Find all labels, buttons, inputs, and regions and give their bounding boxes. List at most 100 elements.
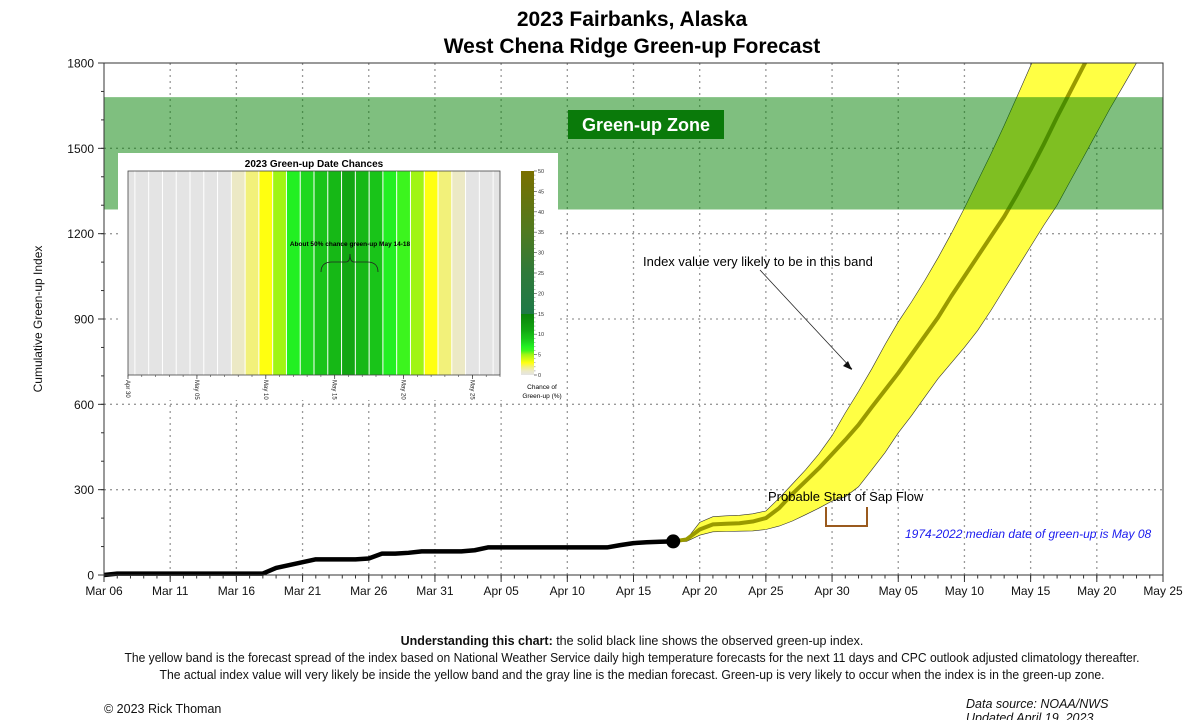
inset-day-bar: [135, 171, 149, 375]
inset-green-up-date-chances: 2023 Green-up Date Chances Apr 30 May 05 M…: [118, 153, 562, 400]
chart-title-line-2: West Chena Ridge Green-up Forecast: [444, 35, 821, 58]
footer-line-3: The actual index value will very likely …: [160, 668, 1105, 682]
inset-day-bar: [342, 171, 355, 375]
x-tick-label: Mar 11: [152, 584, 189, 598]
inset-day-bar: [479, 171, 493, 375]
inset-day-bar: [273, 171, 286, 375]
y-axis-label: Cumulative Green-up Index: [31, 246, 45, 393]
inset-x-tick-label: May 15: [331, 380, 337, 400]
x-tick-label: May 15: [1011, 584, 1051, 598]
data-source: Data source: NOAA/NWS: [966, 697, 1109, 711]
x-tick-label: May 10: [945, 584, 985, 598]
colorbar-tick-label: 10: [538, 332, 544, 338]
inset-day-bar: [438, 171, 452, 375]
colorbar-axis: 0 5 10 15 20 25 30 35 40 45 50: [534, 169, 544, 379]
x-tick-label: May 20: [1077, 584, 1117, 598]
inset-x-tick-label: May 25: [468, 380, 474, 400]
inset-day-bar: [190, 171, 204, 375]
inset-x-tick-label: May 20: [400, 380, 406, 400]
x-tick-label: May 25: [1143, 584, 1183, 598]
colorbar-tick-label: 15: [538, 312, 544, 318]
footer-line-1-text: the solid black line shows the observed …: [553, 634, 864, 648]
updated-date: Updated April 19, 2023: [966, 711, 1093, 720]
x-tick-label: Mar 16: [218, 584, 256, 598]
inset-day-bar: [314, 171, 328, 375]
inset-frame: [127, 170, 501, 376]
inset-day-bar: [128, 171, 135, 375]
inset-title: 2023 Green-up Date Chances: [245, 159, 384, 170]
inset-day-bar: [383, 171, 397, 375]
x-tick-label: Apr 05: [483, 584, 519, 598]
inset-day-bar: [231, 171, 245, 375]
inset-x-tick-label: Apr 30: [124, 380, 130, 398]
x-tick-label: Apr 15: [616, 584, 652, 598]
x-tick-label: May 05: [879, 584, 919, 598]
inset-day-bar: [493, 171, 500, 375]
x-tick-label: Apr 30: [814, 584, 850, 598]
y-tick-label: 1500: [67, 142, 94, 156]
inset-day-bar: [162, 171, 176, 375]
axes: Mar 06 Mar 11 Mar 16 Mar 21 Mar 26 Mar 31 Apr …: [67, 57, 1183, 599]
copyright: © 2023 Rick Thoman: [104, 702, 221, 716]
x-tick-label: Apr 25: [748, 584, 784, 598]
colorbar-tick-label: 45: [538, 189, 544, 195]
footer-line-2: The yellow band is the forecast spread o…: [125, 651, 1140, 665]
inset-day-bar: [300, 171, 314, 375]
inset-day-bar: [328, 171, 342, 375]
inset-x-tick-label: May 05: [193, 380, 199, 400]
inset-day-bar: [466, 171, 479, 375]
inset-bars: [128, 171, 500, 375]
y-tick-label: 900: [74, 313, 94, 327]
band-annotation-arrow: [759, 269, 853, 370]
x-tick-label: Apr 10: [550, 584, 586, 598]
chart-title-line-1: 2023 Fairbanks, Alaska: [517, 8, 748, 31]
inset-day-bar: [204, 171, 218, 375]
y-tick-label: 0: [87, 569, 94, 583]
x-tick-label: Apr 20: [682, 584, 718, 598]
latest-observation-marker: [666, 534, 681, 549]
colorbar-tick-label: 35: [538, 230, 544, 236]
x-tick-label: Mar 21: [284, 584, 322, 598]
inset-day-bar: [452, 171, 466, 375]
colorbar-tick-label: 30: [538, 251, 544, 257]
inset-day-bar: [218, 171, 231, 375]
sap-flow-annotation: Probable Start of Sap Flow: [768, 489, 924, 504]
x-tick-label: Mar 31: [416, 584, 454, 598]
footer-heading: Understanding this chart:: [401, 634, 553, 648]
inset-day-bar: [245, 171, 259, 375]
y-tick-label: 300: [74, 483, 94, 497]
colorbar-tick-label: 40: [538, 210, 544, 216]
median-date-annotation: 1974-2022 median date of green-up is May…: [905, 527, 1151, 541]
inset-day-bar: [259, 171, 273, 375]
sap-flow-bracket: [825, 507, 868, 527]
inset-x-tick-label: May 10: [262, 380, 268, 400]
x-tick-label: Mar 06: [85, 584, 123, 598]
colorbar-label-line-2: Green-up (%): [522, 393, 561, 400]
colorbar-tick-label: 25: [538, 271, 544, 277]
inset-day-bar: [369, 171, 383, 375]
colorbar-tick-label: 50: [538, 169, 544, 175]
series-lines: [103, 534, 681, 578]
green-up-zone-label-box: [568, 110, 724, 139]
inset-day-bar: [149, 171, 162, 375]
observed-line: [103, 539, 674, 578]
colorbar-label-line-1: Chance of: [527, 384, 557, 391]
colorbar-tick-label: 0: [538, 373, 541, 379]
colorbar: [521, 171, 534, 375]
inset-day-bar: [176, 171, 190, 375]
inset-day-bar: [424, 171, 438, 375]
colorbar-tick-label: 20: [538, 291, 544, 297]
footer-line-1: Understanding this chart: the solid blac…: [401, 634, 864, 648]
inset-day-bar: [355, 171, 369, 375]
y-tick-label: 1800: [67, 57, 94, 71]
y-tick-label: 600: [74, 398, 94, 412]
green-up-zone-label: Green-up Zone: [568, 110, 724, 139]
inset-day-bar: [397, 171, 410, 375]
band-annotation: Index value very likely to be in this ba…: [643, 254, 873, 269]
inset-day-bar: [410, 171, 424, 375]
y-tick-label: 1200: [67, 227, 94, 241]
green-up-zone-label-text: Green-up Zone: [582, 115, 710, 135]
colorbar-tick-label: 5: [538, 353, 541, 359]
inset-brace: [320, 253, 379, 273]
